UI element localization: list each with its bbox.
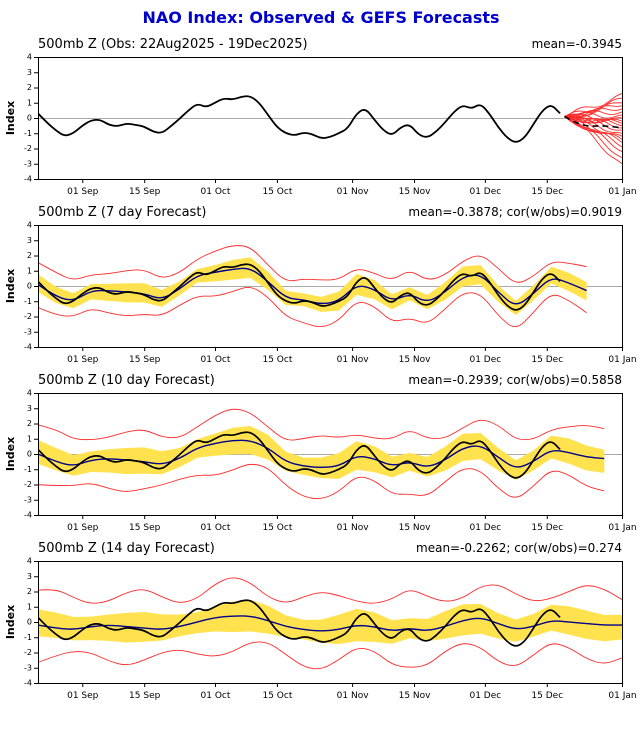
forecast-7day-plot-canvas [0, 221, 642, 369]
panel-7day-stats: mean=-0.3878; cor(w/obs)=0.9019 [408, 205, 622, 219]
panel-10day-header: 500mb Z (10 day Forecast) mean=-0.2939; … [38, 373, 622, 388]
page-title: NAO Index: Observed & GEFS Forecasts [142, 8, 500, 27]
panel-10day-stats: mean=-0.2939; cor(w/obs)=0.5858 [408, 373, 622, 387]
forecast-14day-plot-canvas [0, 557, 642, 705]
panel-14day-title: 500mb Z (14 day Forecast) [38, 541, 215, 556]
panel-14day-stats: mean=-0.2262; cor(w/obs)=0.274 [416, 541, 622, 555]
panel-10day-forecast: 500mb Z (10 day Forecast) mean=-0.2939; … [0, 373, 642, 537]
panel-14day-forecast: 500mb Z (14 day Forecast) mean=-0.2262; … [0, 541, 642, 705]
panel-observed: 500mb Z (Obs: 22Aug2025 - 19Dec2025) mea… [0, 37, 642, 201]
panel-7day-forecast: 500mb Z (7 day Forecast) mean=-0.3878; c… [0, 205, 642, 369]
panel-10day-title: 500mb Z (10 day Forecast) [38, 373, 215, 388]
panel-7day-title: 500mb Z (7 day Forecast) [38, 205, 207, 220]
panel-observed-stats: mean=-0.3945 [531, 37, 622, 51]
observed-plot-canvas [0, 53, 642, 201]
panel-14day-header: 500mb Z (14 day Forecast) mean=-0.2262; … [38, 541, 622, 556]
panel-observed-header: 500mb Z (Obs: 22Aug2025 - 19Dec2025) mea… [38, 37, 622, 52]
forecast-10day-plot-canvas [0, 389, 642, 537]
panel-7day-header: 500mb Z (7 day Forecast) mean=-0.3878; c… [38, 205, 622, 220]
panel-observed-title: 500mb Z (Obs: 22Aug2025 - 19Dec2025) [38, 37, 308, 52]
